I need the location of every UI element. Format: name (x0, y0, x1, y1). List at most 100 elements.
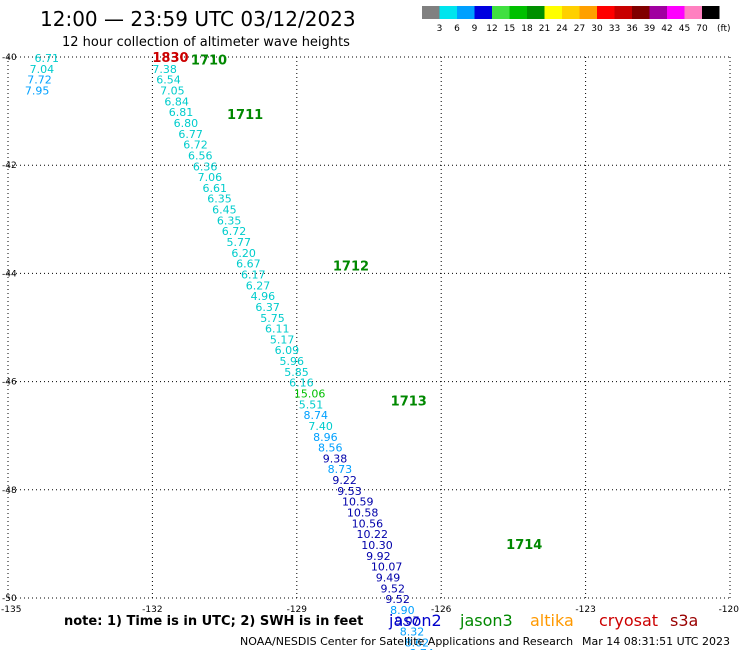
legend-swatch (562, 6, 580, 19)
x-tick-label: -126 (431, 605, 452, 615)
swh-point: 9.22 (332, 474, 357, 487)
swh-point: 6.17 (241, 268, 266, 281)
legend-bin-label: 12 (486, 24, 497, 34)
legend-swatch (684, 6, 702, 19)
swh-point: 6.67 (236, 258, 260, 271)
legend-swatch (457, 6, 475, 19)
footer-credit: NOAA/NESDIS Center for Satellite Applica… (240, 635, 573, 648)
y-tick-label: -42 (2, 161, 17, 171)
satellite-legend: jason2 jason3 altika cryosat s3a (388, 611, 698, 630)
swh-point: 5.96 (279, 355, 304, 368)
satellite-name: jason3 (459, 611, 513, 630)
legend-bin-label: 70 (696, 24, 708, 34)
legend-swatch (579, 6, 597, 19)
legend-bin-label: 6 (454, 24, 460, 34)
swh-point: 4.96 (251, 290, 275, 303)
swh-point: 6.56 (188, 149, 213, 162)
legend-swatch (544, 6, 562, 19)
legend-swatch (509, 6, 527, 19)
swh-point: 7.40 (308, 420, 333, 433)
time-label: 1714 (506, 538, 542, 553)
legend-bin-label: 39 (644, 24, 656, 34)
legend-bin-label: 9 (472, 24, 478, 34)
x-tick-label: -135 (1, 605, 21, 615)
legend-swatch (492, 6, 510, 19)
wave-height-labels: 6.717.047.727.95 7.386.547.056.846.816.80… (25, 52, 434, 654)
swh-point: 5.17 (270, 333, 295, 346)
swh-point: 10.30 (361, 539, 393, 552)
swh-point: 8.56 (318, 442, 343, 455)
legend-swatch (439, 6, 457, 19)
swh-point: 6.54 (156, 74, 181, 87)
swh-point: 8.74 (304, 409, 329, 422)
swh-point: 6.20 (231, 247, 256, 260)
legend-bin-label: 21 (539, 24, 550, 34)
swh-point: 7.04 (30, 63, 55, 76)
legend-bin-label: 24 (556, 24, 568, 34)
swh-point: 6.27 (246, 279, 271, 292)
y-tick-label: -48 (2, 486, 17, 496)
swh-point: 9.52 (381, 582, 406, 595)
swh-point: 5.77 (227, 236, 252, 249)
legend-bin-label: 42 (661, 24, 672, 34)
legend-bin-label: 27 (574, 24, 585, 34)
legend-bin-label: 36 (626, 24, 638, 34)
x-tick-label: -120 (719, 605, 740, 615)
swh-point: 6.09 (275, 344, 300, 357)
legend-bin-label: 30 (591, 24, 603, 34)
axis-labels: -135 -132 -129 -126 -123 -120 -40 -42 -44 -46 -48 -… (1, 53, 739, 615)
satellite-name: altika (530, 611, 574, 630)
swh-point: 7.95 (25, 85, 49, 98)
swh-point: 6.35 (217, 214, 242, 227)
satellite-name: cryosat (599, 611, 658, 630)
swh-point: 6.11 (265, 323, 290, 336)
x-tick-label: -129 (287, 605, 308, 615)
swh-point: 7.72 (27, 74, 52, 87)
legend-bin-label: 18 (521, 24, 533, 34)
swh-point: 10.56 (352, 517, 384, 530)
y-tick-label: -44 (2, 269, 17, 279)
swh-point: 8.90 (390, 604, 415, 617)
color-legend: 3 6 9 12 15 18 21 24 27 30 33 36 39 42 45 70 (ft) (422, 6, 731, 34)
legend-swatch (649, 6, 667, 19)
swh-point: 15.06 (294, 388, 326, 401)
swh-point: 6.84 (164, 95, 189, 108)
swh-point: 7.05 (160, 85, 185, 98)
swh-point: 6.72 (183, 139, 208, 152)
time-label: 1711 (227, 108, 263, 123)
swh-point: 9.92 (366, 550, 391, 563)
legend-swatch (422, 6, 440, 19)
legend-swatch (702, 6, 720, 19)
time-labels: 1830 1710 1711 1712 1713 1714 (152, 51, 542, 553)
legend-swatch (527, 6, 545, 19)
y-tick-label: -46 (2, 378, 17, 388)
swh-point: 9.38 (323, 452, 348, 465)
swh-point: 8.62 (405, 636, 430, 649)
satellite-name: s3a (670, 611, 698, 630)
y-tick-label: -40 (2, 53, 17, 63)
swh-point: 10.59 (342, 496, 374, 509)
time-label: 1712 (333, 259, 369, 274)
satellite-name: jason2 (388, 611, 442, 630)
swh-point: 5.75 (260, 312, 285, 325)
swh-point: 10.58 (347, 507, 379, 520)
x-tick-label: -132 (142, 605, 162, 615)
map-grid (7, 56, 731, 599)
swh-point: 10.22 (356, 528, 388, 541)
legend-swatch (667, 6, 685, 19)
legend-swatch (614, 6, 632, 19)
swh-point: 6.45 (212, 204, 237, 217)
legend-bin-label: 3 (437, 24, 443, 34)
x-tick-label: -123 (575, 605, 595, 615)
swh-point: 6.72 (222, 225, 247, 238)
swh-point: 9.52 (385, 593, 410, 606)
swh-point: 9.07 (395, 615, 420, 628)
footer-note: note: 1) Time is in UTC; 2) SWH is in fe… (64, 614, 363, 629)
legend-unit: (ft) (717, 24, 731, 34)
legend-bin-label: 45 (679, 24, 690, 34)
chart-subtitle: 12 hour collection of altimeter wave hei… (62, 35, 350, 50)
swh-point: 9.53 (337, 485, 362, 498)
legend-swatch (474, 6, 492, 19)
